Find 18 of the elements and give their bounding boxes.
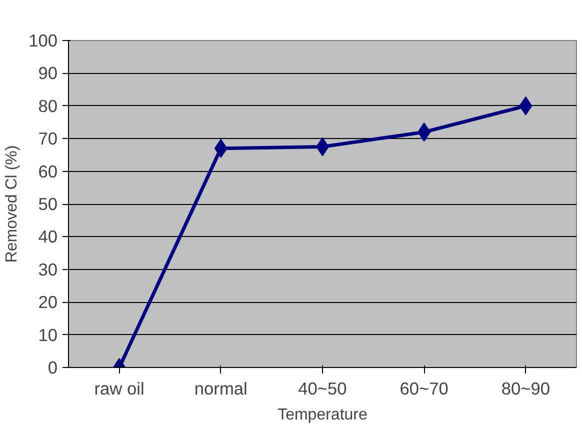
x-tick-label: 60~70 — [400, 378, 448, 398]
y-tick-label: 10 — [38, 324, 58, 345]
y-tick-label: 50 — [38, 194, 58, 214]
y-tick-label: 30 — [38, 259, 58, 280]
y-tick-label: 20 — [38, 292, 58, 312]
y-tick-label: 40 — [38, 226, 58, 247]
y-tick-label: 60 — [38, 161, 58, 182]
y-tick-label: 70 — [38, 128, 58, 149]
y-axis-title: Removed Cl (%) — [4, 145, 21, 263]
x-tick-label: raw oil — [94, 378, 144, 398]
y-tick-label: 80 — [38, 96, 58, 116]
y-tick-label: 0 — [48, 358, 58, 378]
x-axis-title: Temperature — [278, 406, 368, 424]
x-tick-label: normal — [194, 378, 248, 398]
y-tick-label: 90 — [38, 63, 58, 84]
x-tick-label: 80~90 — [501, 378, 550, 398]
x-tick-label: 40~50 — [298, 378, 347, 398]
y-tick-label: 100 — [28, 30, 58, 50]
